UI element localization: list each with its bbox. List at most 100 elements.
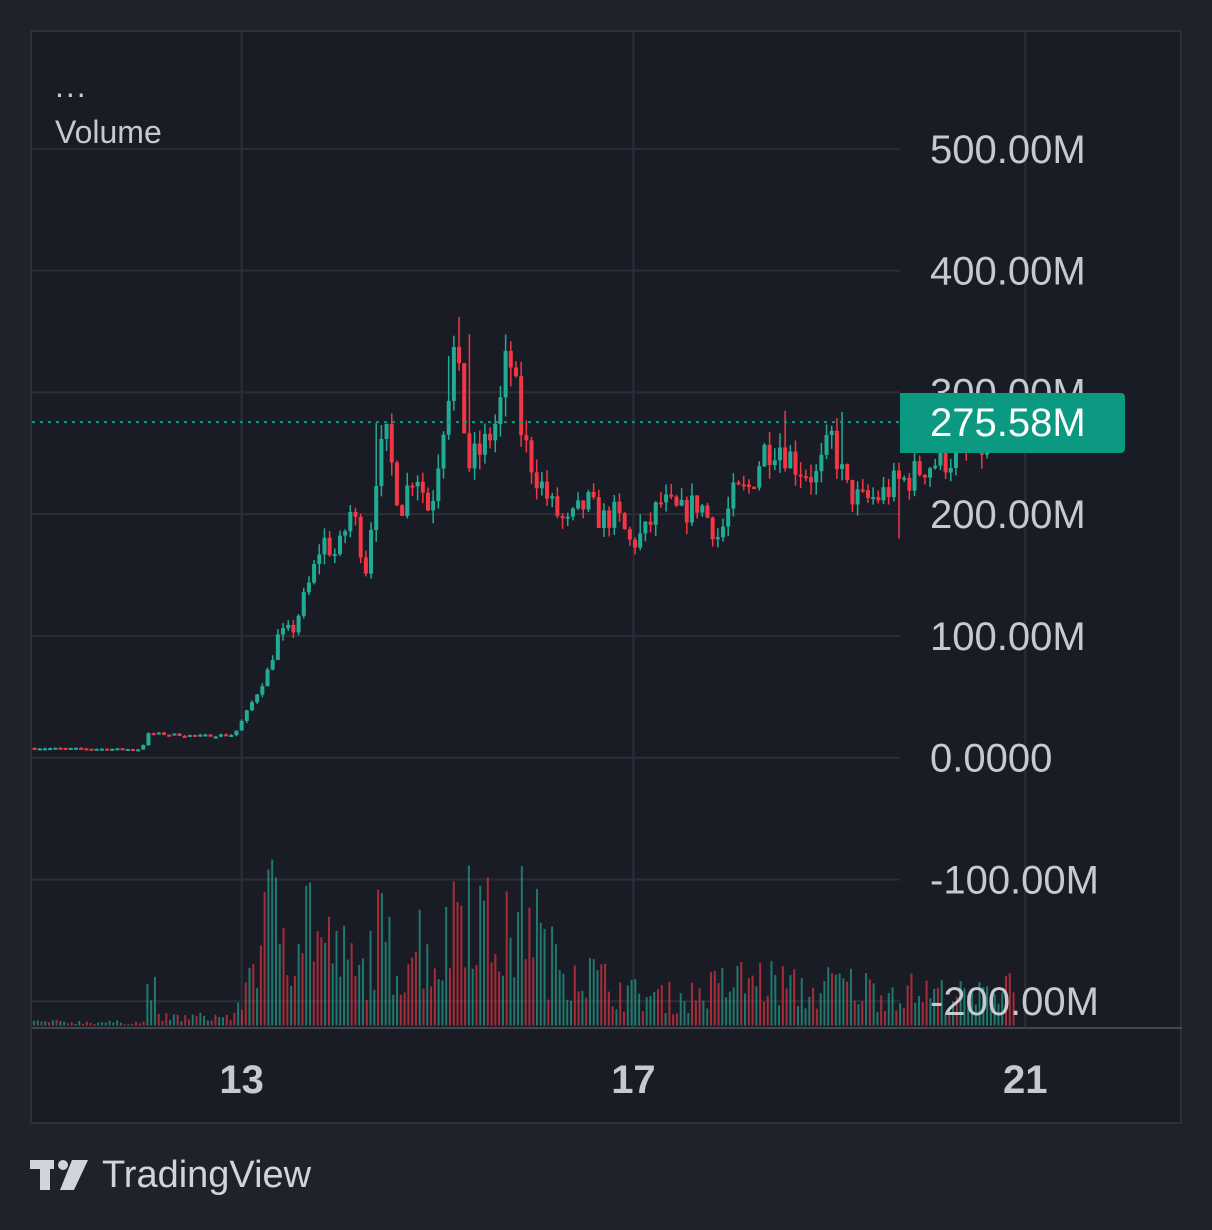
volume-bar: [414, 951, 417, 1026]
volume-bar: [781, 966, 784, 1026]
candle-body: [736, 482, 741, 485]
volume-bar: [831, 973, 834, 1026]
candlesticks: [32, 316, 1015, 752]
volume-bar: [604, 963, 607, 1026]
candle-body: [348, 511, 353, 532]
candle-body: [550, 496, 555, 499]
volume-bar: [248, 967, 251, 1026]
volume-bar: [48, 1022, 51, 1026]
legend-menu-dots[interactable]: ...: [55, 68, 88, 104]
volume-bar: [388, 916, 391, 1026]
candle-body: [943, 448, 948, 473]
volume-bar: [535, 888, 538, 1026]
volume-bar: [592, 959, 595, 1026]
volume-bar: [853, 1000, 856, 1026]
volume-bar: [709, 971, 712, 1026]
candle-body: [115, 748, 120, 751]
volume-bar: [203, 1015, 206, 1026]
y-tick-label: -100.00M: [930, 858, 1099, 902]
volume-bar: [233, 1012, 236, 1026]
volume-bar: [543, 928, 546, 1026]
volume-bar: [180, 1021, 183, 1026]
volume-bar: [343, 925, 346, 1026]
candle-body: [793, 451, 798, 475]
volume-bar: [320, 937, 323, 1026]
volume-bar: [460, 905, 463, 1026]
candle-body: [715, 537, 720, 540]
volume-bar: [573, 965, 576, 1026]
volume-bar: [456, 902, 459, 1026]
candle-body: [177, 733, 182, 736]
volume-bar: [770, 961, 773, 1026]
volume-bar: [399, 994, 402, 1026]
volume-bar: [664, 1013, 667, 1026]
volume-bar: [691, 982, 694, 1026]
candle-body: [146, 733, 151, 746]
candle-body: [886, 487, 891, 498]
volume-bar: [290, 985, 293, 1026]
volume-bar: [668, 981, 671, 1026]
volume-bar: [335, 930, 338, 1026]
candle-body: [860, 489, 865, 492]
x-tick-label: 21: [1003, 1058, 1048, 1102]
volume-bar: [660, 985, 663, 1026]
volume-bar: [566, 999, 569, 1026]
candle-body: [203, 734, 208, 737]
candle-body: [555, 496, 560, 517]
candle-body: [193, 734, 198, 737]
volume-bar: [229, 1020, 232, 1026]
volume-bar: [441, 980, 444, 1026]
candle-body: [581, 500, 586, 510]
volume-bar: [426, 944, 429, 1026]
candle-body: [265, 669, 270, 687]
candle-body: [933, 465, 938, 469]
y-tick-label: 0.0000: [930, 737, 1052, 781]
volume-bar: [865, 973, 868, 1026]
candle-body: [912, 461, 917, 491]
candle-body: [498, 397, 503, 424]
candle-body: [809, 476, 814, 483]
candle-body: [829, 430, 834, 436]
legend-volume-label[interactable]: Volume: [55, 114, 162, 150]
candle-body: [669, 494, 674, 497]
volume-bar: [32, 1020, 35, 1026]
candle-body: [213, 736, 218, 739]
volume-bar: [672, 1014, 675, 1026]
volume-bar: [301, 953, 304, 1026]
volume-bar: [282, 927, 285, 1026]
candle-body: [446, 400, 451, 435]
volume-bar: [554, 944, 557, 1026]
volume-bar: [187, 1019, 190, 1026]
candle-body: [400, 505, 405, 516]
volume-bar: [430, 986, 433, 1026]
y-tick-label: 100.00M: [930, 615, 1086, 659]
volume-bar: [82, 1023, 85, 1026]
brand-attribution[interactable]: TradingView: [30, 1148, 311, 1202]
volume-bar: [494, 954, 497, 1026]
volume-bar: [327, 916, 330, 1026]
volume-bar: [762, 1001, 765, 1026]
volume-bar: [161, 1020, 164, 1026]
volume-bar: [766, 995, 769, 1026]
volume-bar: [615, 1009, 618, 1026]
candle-body: [255, 694, 260, 703]
candle-body: [591, 491, 596, 498]
volume-bar: [127, 1024, 130, 1026]
volume-bar: [70, 1022, 73, 1026]
volume-bar: [532, 957, 535, 1026]
volume-bar: [861, 1001, 864, 1026]
candle-body: [871, 497, 876, 500]
volume-bar: [989, 1008, 992, 1026]
candle-body: [488, 433, 493, 441]
volume-bar: [305, 885, 308, 1026]
volume-bar: [199, 1012, 202, 1026]
candle-body: [643, 521, 648, 534]
volume-bar: [562, 973, 565, 1026]
volume-bar: [925, 980, 928, 1026]
candle-body: [218, 734, 223, 737]
candle-body: [684, 499, 689, 523]
volume-bar: [967, 994, 970, 1026]
candle-body: [32, 747, 37, 750]
volume-bar: [259, 945, 262, 1026]
